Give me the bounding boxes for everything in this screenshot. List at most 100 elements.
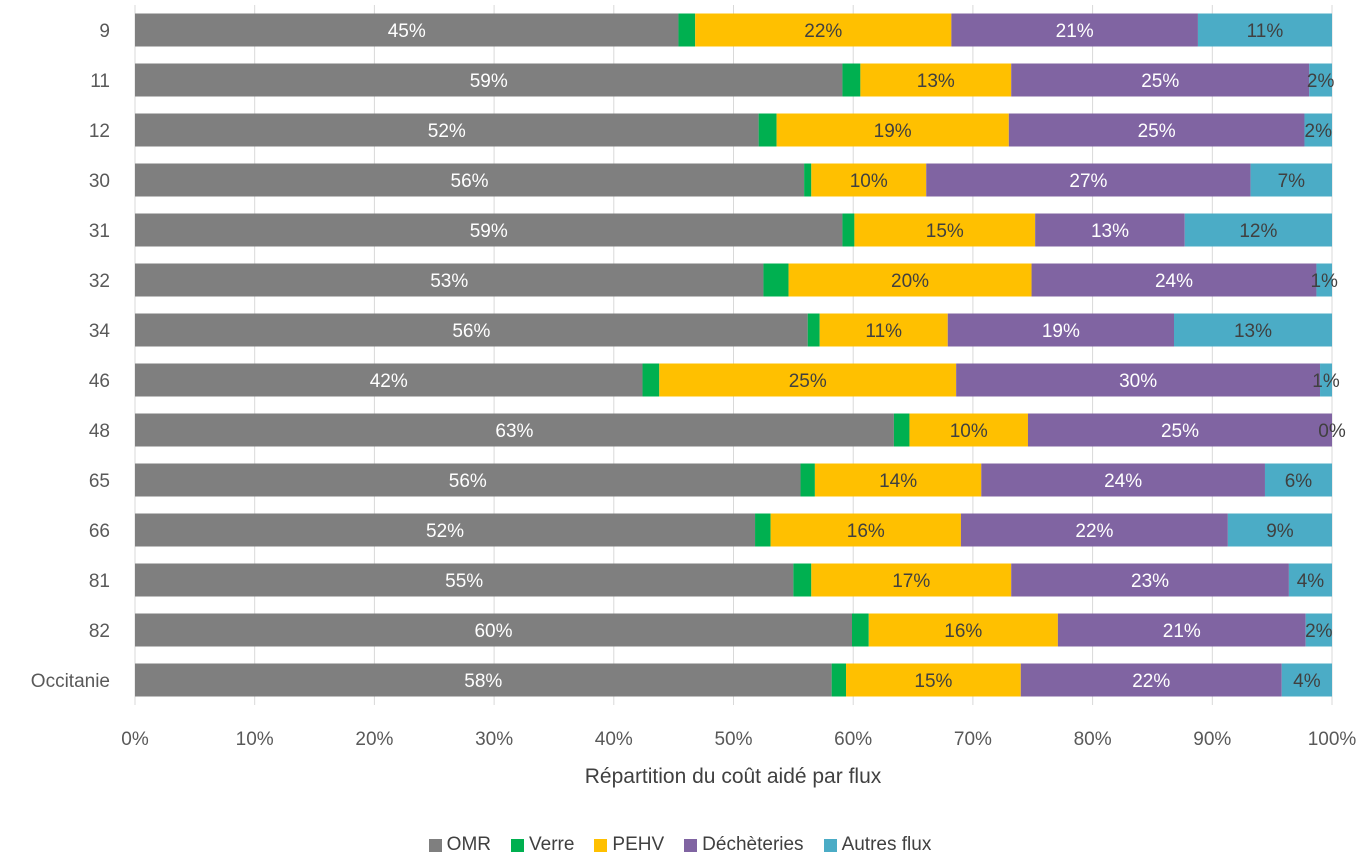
data-label: 20% bbox=[891, 271, 929, 292]
data-label: 22% bbox=[1075, 521, 1113, 542]
bar-segment bbox=[135, 263, 764, 297]
data-label: 13% bbox=[1234, 321, 1272, 342]
bar-segment bbox=[1008, 113, 1305, 147]
category-axis-labels: 9 11 12 30 31 32 34 46 48 65 66 81 82 Occitanie bbox=[31, 21, 111, 692]
data-label: 0% bbox=[1318, 421, 1346, 442]
bar-segment bbox=[951, 13, 1198, 47]
legend-swatch bbox=[684, 838, 698, 852]
bar-segment bbox=[1027, 413, 1332, 447]
bar-segment bbox=[926, 163, 1251, 197]
bar-segment bbox=[807, 313, 820, 347]
legend-label: OMR bbox=[446, 834, 491, 855]
legend-item: OMR bbox=[428, 834, 491, 856]
data-label: 1% bbox=[1310, 271, 1338, 292]
legend-label: Autres flux bbox=[841, 834, 932, 855]
legend-swatch bbox=[823, 838, 837, 852]
data-label: 25% bbox=[1161, 421, 1199, 442]
x-tick-label: 30% bbox=[475, 729, 513, 750]
data-label: 17% bbox=[892, 571, 930, 592]
category-label: 30 bbox=[89, 171, 110, 192]
bar-segment bbox=[1281, 663, 1332, 697]
data-label: 25% bbox=[1141, 71, 1179, 92]
data-label: 11% bbox=[865, 321, 902, 342]
bar-segment bbox=[1197, 13, 1332, 47]
category-label: 66 bbox=[89, 521, 110, 542]
stacked-bar-chart: 45% 22% 21% 11% 59% 13% 25% 2% 52% 19% 25% 2% 56% 10%… bbox=[31, 5, 1356, 788]
data-label: 19% bbox=[1042, 321, 1080, 342]
data-label: 52% bbox=[426, 521, 464, 542]
data-label: 21% bbox=[1056, 21, 1094, 42]
data-label: 55% bbox=[445, 571, 483, 592]
data-label: 10% bbox=[950, 421, 988, 442]
legend-item: Autres flux bbox=[823, 834, 932, 856]
bar-segment bbox=[1011, 63, 1310, 97]
data-label: 22% bbox=[804, 21, 842, 42]
bar-segment bbox=[659, 363, 957, 397]
category-label: 46 bbox=[89, 371, 110, 392]
category-label: 48 bbox=[89, 421, 110, 442]
data-label: 2% bbox=[1305, 621, 1333, 642]
bar-segment bbox=[135, 413, 894, 447]
data-label: 12% bbox=[1239, 221, 1277, 242]
data-label: 2% bbox=[1307, 71, 1335, 92]
data-label: 9% bbox=[1266, 521, 1294, 542]
data-label: 25% bbox=[1138, 121, 1176, 142]
legend-swatch bbox=[428, 838, 442, 852]
data-label: 6% bbox=[1285, 471, 1313, 492]
bar-segment bbox=[135, 13, 679, 47]
bar-segment bbox=[1011, 563, 1289, 597]
legend-item: Déchèteries bbox=[684, 834, 804, 856]
data-label: 25% bbox=[789, 371, 827, 392]
data-label: 56% bbox=[451, 171, 489, 192]
data-label: 11% bbox=[1247, 21, 1284, 42]
legend-swatch bbox=[511, 838, 524, 852]
bar-segment bbox=[678, 13, 696, 47]
bar-segment bbox=[811, 563, 1012, 597]
data-label: 58% bbox=[464, 671, 502, 692]
bar-segment bbox=[135, 313, 808, 347]
bar-segment bbox=[135, 363, 643, 397]
category-label: 34 bbox=[89, 321, 111, 342]
x-tick-label: 80% bbox=[1074, 729, 1112, 750]
bar-segment bbox=[642, 363, 660, 397]
bar-segment bbox=[1316, 263, 1332, 297]
legend-label: Verre bbox=[529, 834, 575, 855]
legend-label: PEHV bbox=[612, 834, 665, 855]
bar-segment bbox=[831, 663, 847, 697]
bar-segment bbox=[135, 513, 756, 547]
bar-segment bbox=[135, 163, 805, 197]
bar-segment bbox=[1264, 463, 1332, 497]
bar-segment bbox=[135, 213, 843, 247]
bar-segment bbox=[793, 563, 812, 597]
data-label: 23% bbox=[1131, 571, 1169, 592]
legend-item: Verre bbox=[511, 834, 574, 856]
bar-segment bbox=[135, 63, 843, 97]
bar-segment bbox=[960, 513, 1228, 547]
bar-segment bbox=[1320, 363, 1332, 397]
x-tick-label: 10% bbox=[236, 729, 274, 750]
data-label: 13% bbox=[1091, 221, 1129, 242]
legend-swatch bbox=[594, 838, 608, 852]
value-axis-tick-labels: 0% 10% 20% 30% 40% 50% 60% 70% 80% 90% 100% bbox=[121, 729, 1356, 750]
bar-segment bbox=[758, 113, 777, 147]
chart-legend: OMR Verre PEHV Déchèteries Autres flux bbox=[0, 833, 1360, 857]
data-label: 21% bbox=[1163, 621, 1201, 642]
bar-segment bbox=[893, 413, 910, 447]
grid-lines bbox=[134, 5, 1333, 705]
data-label: 27% bbox=[1069, 171, 1107, 192]
data-label: 60% bbox=[474, 621, 512, 642]
data-label: 14% bbox=[879, 471, 917, 492]
bar-segment bbox=[842, 213, 855, 247]
data-label: 4% bbox=[1293, 671, 1321, 692]
bar-segment bbox=[947, 313, 1174, 347]
bar-segment bbox=[1304, 113, 1332, 147]
legend-label: Déchèteries bbox=[702, 834, 804, 855]
bars: 45% 22% 21% 11% 59% 13% 25% 2% 52% 19% 25% 2% 56% 10%… bbox=[135, 13, 1346, 697]
bar-segment bbox=[776, 113, 1009, 147]
bar-segment bbox=[819, 313, 948, 347]
bar-segment bbox=[135, 113, 759, 147]
category-label: 82 bbox=[89, 621, 110, 642]
bar-segment bbox=[135, 563, 794, 597]
bar-segment bbox=[1057, 613, 1306, 647]
bar-segment bbox=[800, 463, 815, 497]
